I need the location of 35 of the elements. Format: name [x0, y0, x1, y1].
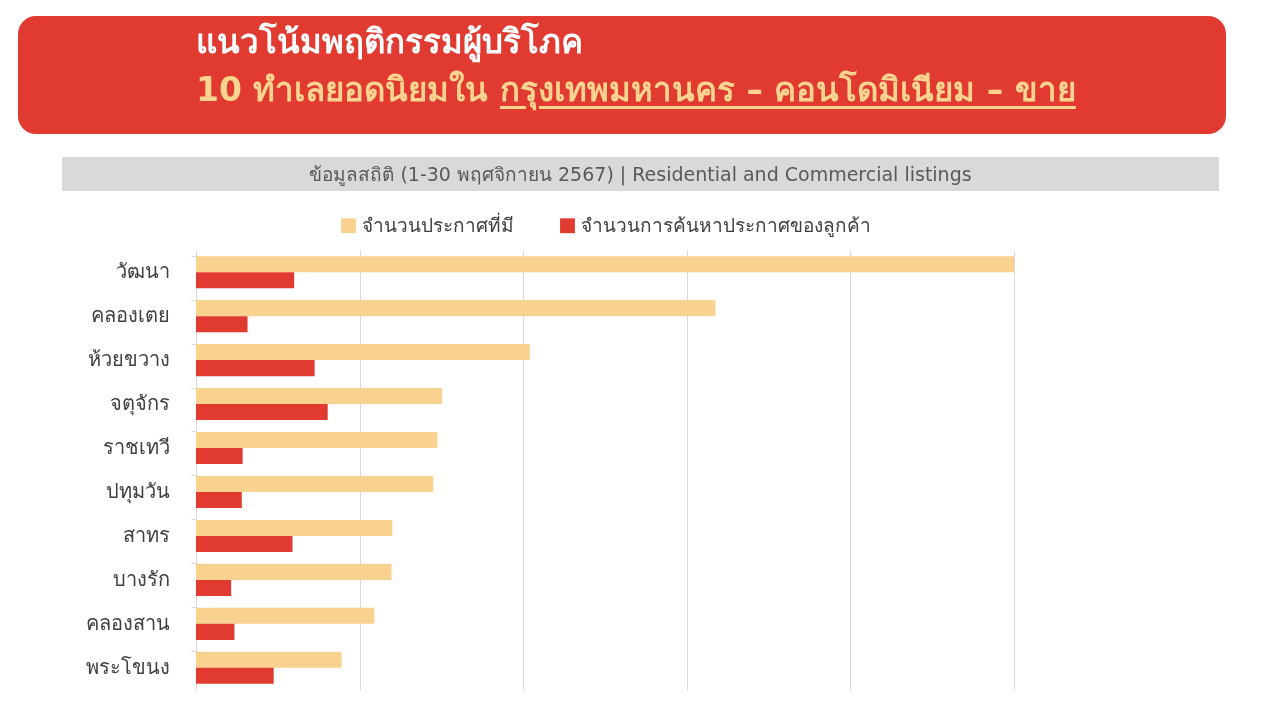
bar [196, 316, 248, 333]
y-tick-label: ห้วยขวาง [87, 347, 170, 372]
bar [196, 535, 293, 552]
bar [196, 491, 242, 509]
bar [196, 344, 530, 361]
bar [196, 475, 434, 492]
bar [196, 431, 438, 449]
bar [196, 256, 1014, 273]
y-tick-label: สาทร [122, 522, 170, 547]
bar [196, 404, 328, 421]
y-tick-label: ราชเทวี [102, 435, 170, 460]
bar [196, 623, 235, 640]
bar [196, 667, 274, 684]
y-tick-label: วัฒนา [115, 259, 170, 284]
source-bar: ข้อมูลสถิติ (1-30 พฤศจิกายน 2567) | Residential and Commercial listings [62, 157, 1219, 191]
bar [196, 300, 716, 317]
bar [196, 607, 375, 624]
bar [196, 360, 315, 377]
y-tick-label: คลองสาน [85, 610, 170, 635]
y-tick-label: บางรัก [112, 566, 170, 591]
bar [196, 388, 443, 405]
y-tick-label: จตุจักร [109, 391, 170, 417]
bar [196, 651, 342, 668]
y-tick-label: ปทุมวัน [105, 478, 170, 504]
bar [196, 563, 392, 580]
bar [196, 519, 393, 536]
bar [196, 579, 232, 596]
legend-label: จำนวนการค้นหาประกาศของลูกค้า [581, 213, 871, 237]
y-tick-label: พระโขนง [85, 654, 170, 679]
chart-subtitle: 10 ทำเลยอดนิยมใน กรุงเทพมหานคร – คอนโดมิเนียม – ขาย [196, 70, 1076, 109]
bar [196, 448, 243, 465]
chart-title: แนวโน้มพฤติกรรมผู้บริโภค [196, 22, 583, 62]
legend-label: จำนวนประกาศที่มี [362, 211, 514, 236]
y-tick-label: คลองเตย [90, 303, 170, 328]
bar [196, 272, 295, 289]
